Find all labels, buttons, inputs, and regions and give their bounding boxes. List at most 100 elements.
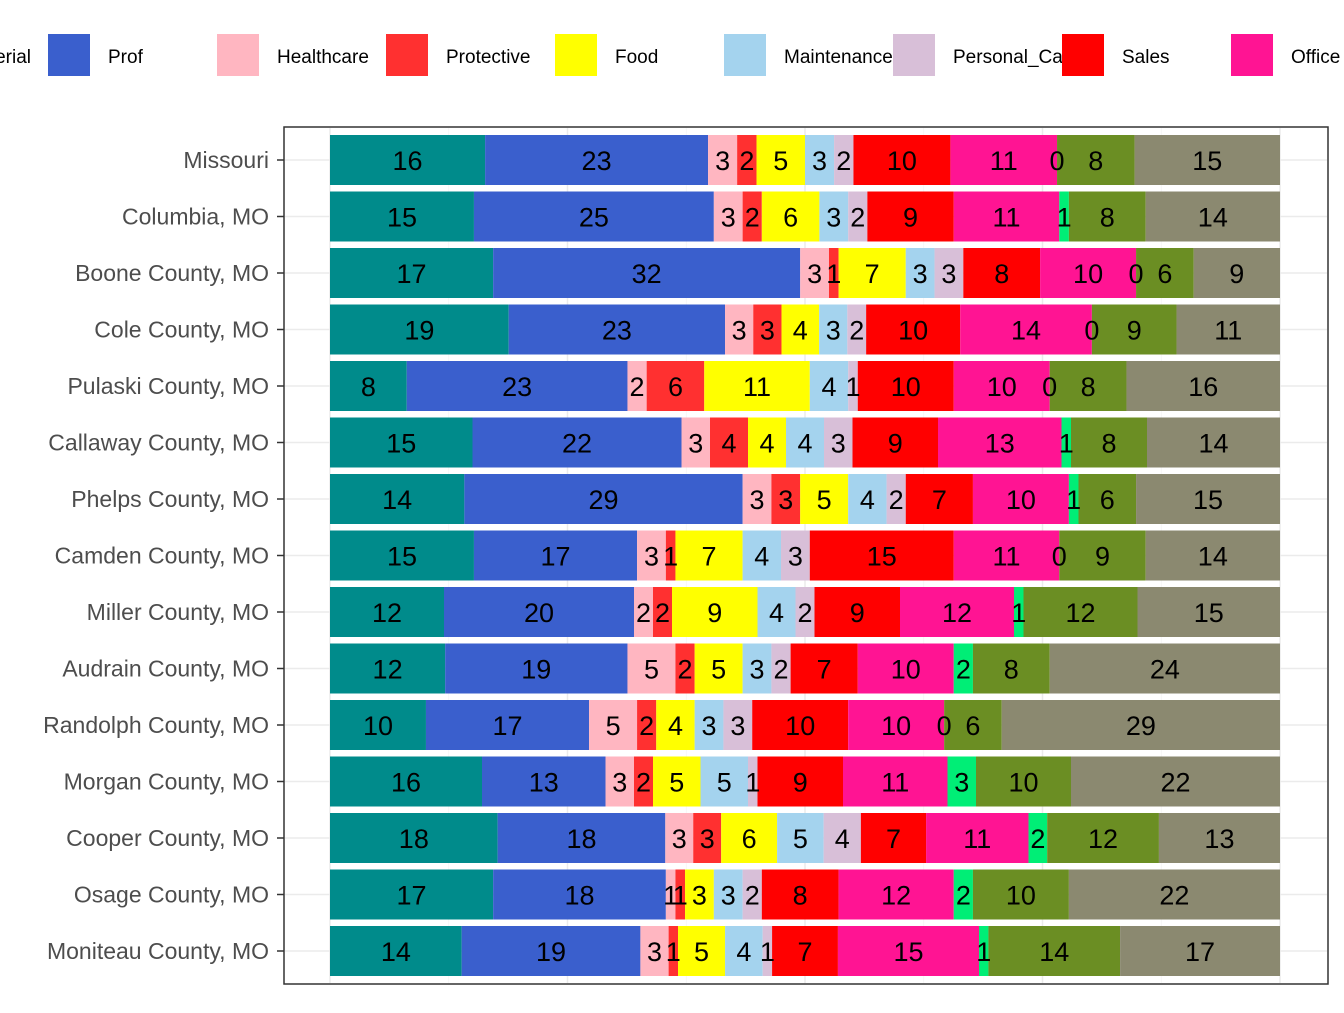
bar-segment [1136, 248, 1194, 298]
bar-segment [672, 587, 758, 637]
data-label: 2 [1030, 824, 1045, 854]
data-label: 3 [778, 485, 793, 515]
bar-segment [330, 417, 473, 468]
bar-segment [668, 926, 679, 976]
legend-key [1231, 34, 1273, 76]
bar-segment [809, 361, 849, 411]
data-label: 6 [668, 372, 683, 402]
data-label: 10 [891, 655, 921, 685]
data-label: 15 [867, 542, 897, 572]
data-label: 11 [990, 146, 1018, 176]
bar-segment [721, 813, 778, 863]
bar-segment [725, 926, 763, 976]
bar-segment [605, 756, 634, 807]
data-label: 6 [1157, 259, 1172, 289]
data-label: 4 [793, 316, 808, 346]
legend-label: Food [615, 47, 658, 68]
legend-key [386, 34, 428, 76]
bar-segment [627, 361, 647, 411]
legend-key [893, 34, 935, 76]
data-label: 1 [1066, 485, 1081, 515]
data-label: 15 [386, 429, 416, 459]
data-label: 3 [732, 316, 747, 346]
bar-segment [953, 530, 1060, 581]
data-label: 13 [529, 768, 559, 798]
data-label: 1 [666, 937, 681, 967]
data-label: 9 [1229, 259, 1244, 289]
bar-segment [976, 756, 1071, 807]
data-label: 19 [536, 937, 566, 967]
data-label: 4 [759, 429, 774, 459]
data-label: 7 [865, 259, 880, 289]
bar-segment [748, 756, 758, 807]
data-label: 14 [1198, 203, 1228, 233]
bar-segment [330, 474, 465, 524]
data-label: 3 [812, 146, 827, 176]
bar-segment [508, 304, 726, 355]
bar-segment [1071, 417, 1147, 468]
data-label: 16 [393, 146, 423, 176]
data-label: 2 [739, 146, 754, 176]
data-label: 14 [382, 485, 412, 515]
data-label: 2 [773, 655, 788, 685]
y-tick-label: Callaway County, MO [48, 430, 269, 456]
data-label: 1 [845, 372, 860, 402]
data-label: 1 [1059, 429, 1074, 459]
data-label: 3 [826, 203, 841, 233]
data-label: 3 [721, 881, 736, 911]
bar-segment [1014, 587, 1024, 637]
bar-segment [589, 700, 638, 750]
bar-segment [493, 248, 801, 298]
data-label: 11 [1214, 316, 1242, 346]
bar-segment [848, 474, 887, 524]
data-label: 22 [1160, 768, 1190, 798]
bar-segment [713, 869, 743, 920]
data-label: 1 [1057, 203, 1072, 233]
bar-segment [1134, 135, 1280, 185]
bar-segment [809, 530, 954, 581]
data-label: 17 [397, 259, 427, 289]
data-label: 8 [1081, 372, 1096, 402]
data-label: 8 [1004, 655, 1019, 685]
bar-segment [425, 700, 590, 750]
bar-segment [757, 587, 796, 637]
data-label: 3 [831, 429, 846, 459]
bar-segment [1147, 417, 1280, 468]
bar-segment [777, 813, 824, 863]
data-label: 11 [992, 203, 1020, 233]
data-label: 1 [760, 937, 775, 967]
data-label: 18 [399, 824, 429, 854]
bar-segment [1049, 643, 1280, 694]
bar-segment [482, 756, 606, 807]
data-label: 3 [715, 146, 730, 176]
bar-segment [1001, 700, 1280, 750]
bar-segment [1071, 756, 1280, 807]
bar-segment [1057, 135, 1135, 185]
data-label: 2 [636, 768, 651, 798]
bar-segment [1049, 361, 1127, 411]
bar-segment [681, 417, 710, 468]
y-tick-label: Boone County, MO [75, 260, 269, 286]
data-label: 0 [937, 711, 952, 741]
data-label: 2 [636, 598, 651, 628]
data-label: 2 [850, 203, 865, 233]
data-label: 2 [745, 203, 760, 233]
bar-segment [653, 587, 672, 637]
bar-segment [857, 361, 954, 411]
data-label: 15 [387, 203, 417, 233]
bar-segment [772, 926, 838, 976]
data-label: 10 [1073, 259, 1103, 289]
data-label: 7 [817, 655, 832, 685]
bar-segment [330, 587, 444, 637]
data-label: 15 [1192, 146, 1222, 176]
bar-segment [694, 643, 743, 694]
data-label: 10 [363, 711, 393, 741]
data-label: 12 [372, 598, 402, 628]
bar-segment [781, 304, 820, 355]
bar-segment [710, 417, 748, 468]
data-label: 4 [668, 711, 683, 741]
bar-segment [665, 530, 676, 581]
data-label: 24 [1150, 655, 1180, 685]
